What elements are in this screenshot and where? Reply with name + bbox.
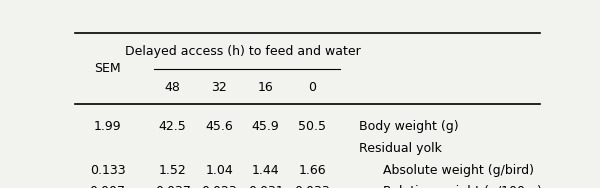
Text: 0: 0 xyxy=(308,81,316,94)
Text: 1.99: 1.99 xyxy=(94,120,121,133)
Text: 45.6: 45.6 xyxy=(205,120,233,133)
Text: Absolute weight (g/bird): Absolute weight (g/bird) xyxy=(359,164,533,177)
Text: Residual yolk: Residual yolk xyxy=(359,142,442,155)
Text: 0.037: 0.037 xyxy=(155,185,191,188)
Text: SEM: SEM xyxy=(94,62,121,75)
Text: 45.9: 45.9 xyxy=(252,120,280,133)
Text: 48: 48 xyxy=(165,81,181,94)
Text: 0.033: 0.033 xyxy=(294,185,330,188)
Text: 0.023: 0.023 xyxy=(201,185,237,188)
Text: Relative weight (g/100 g): Relative weight (g/100 g) xyxy=(359,185,542,188)
Text: 0.031: 0.031 xyxy=(248,185,284,188)
Text: 0.007: 0.007 xyxy=(89,185,125,188)
Text: Body weight (g): Body weight (g) xyxy=(359,120,458,133)
Text: 1.52: 1.52 xyxy=(159,164,187,177)
Text: 42.5: 42.5 xyxy=(159,120,187,133)
Text: 1.04: 1.04 xyxy=(205,164,233,177)
Text: 1.44: 1.44 xyxy=(252,164,280,177)
Text: 50.5: 50.5 xyxy=(298,120,326,133)
Text: 1.66: 1.66 xyxy=(298,164,326,177)
Text: 32: 32 xyxy=(211,81,227,94)
Text: Delayed access (h) to feed and water: Delayed access (h) to feed and water xyxy=(125,45,360,58)
Text: 16: 16 xyxy=(258,81,274,94)
Text: 0.133: 0.133 xyxy=(90,164,125,177)
